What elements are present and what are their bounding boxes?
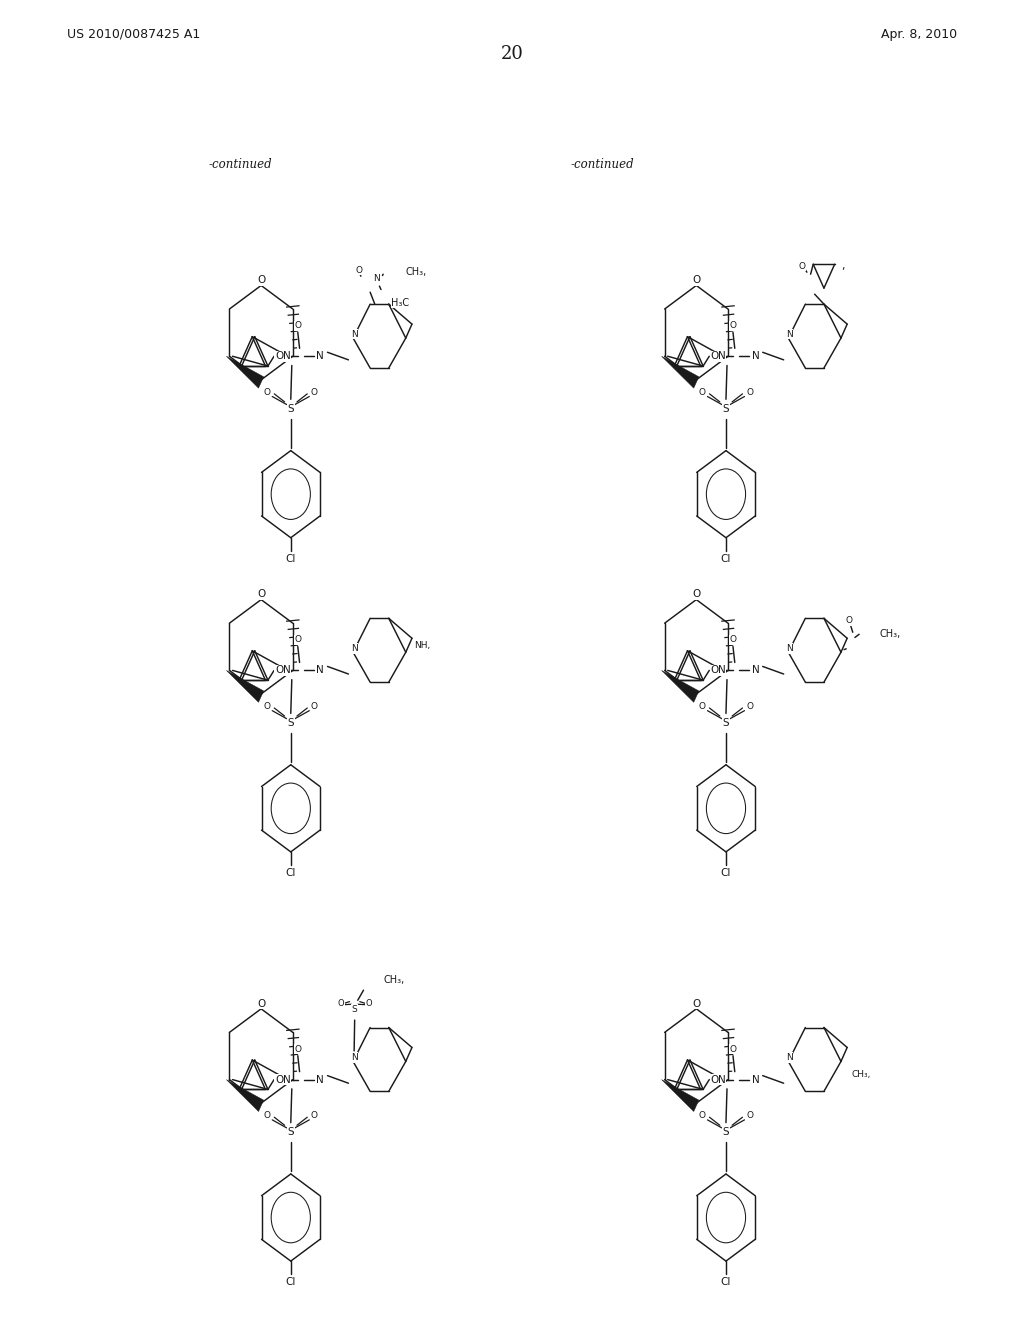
Text: N: N xyxy=(316,351,325,362)
Text: US 2010/0087425 A1: US 2010/0087425 A1 xyxy=(67,28,200,41)
Text: O: O xyxy=(275,665,284,676)
Text: CH₃,: CH₃, xyxy=(851,1071,870,1080)
Text: Cl: Cl xyxy=(721,869,731,878)
Text: N: N xyxy=(283,351,291,362)
Text: -continued: -continued xyxy=(570,158,634,172)
Text: N: N xyxy=(351,1053,357,1063)
Text: O: O xyxy=(698,702,706,711)
Text: O: O xyxy=(263,702,270,711)
Text: ,: , xyxy=(842,260,845,271)
Text: O: O xyxy=(263,388,270,397)
Text: N: N xyxy=(283,665,291,676)
Polygon shape xyxy=(226,671,264,702)
Text: O: O xyxy=(845,616,852,624)
Text: O: O xyxy=(257,275,265,285)
Text: O: O xyxy=(692,589,700,599)
Text: O: O xyxy=(799,261,806,271)
Text: O: O xyxy=(257,589,265,599)
Text: N: N xyxy=(718,1074,726,1085)
Text: N: N xyxy=(351,644,357,653)
Text: O: O xyxy=(294,1044,301,1053)
Text: O: O xyxy=(729,321,736,330)
Text: Cl: Cl xyxy=(721,1278,731,1287)
Polygon shape xyxy=(662,356,699,388)
Text: O: O xyxy=(711,1074,719,1085)
Text: NH,: NH, xyxy=(414,642,430,651)
Text: S: S xyxy=(723,1127,729,1137)
Text: N: N xyxy=(786,644,793,653)
Text: H₃C: H₃C xyxy=(391,298,410,308)
Text: N: N xyxy=(283,1074,291,1085)
Text: CH₃,: CH₃, xyxy=(406,267,427,277)
Text: Cl: Cl xyxy=(286,869,296,878)
Text: O: O xyxy=(311,702,317,711)
Polygon shape xyxy=(226,356,264,388)
Text: N: N xyxy=(718,665,726,676)
Text: O: O xyxy=(746,702,753,711)
Polygon shape xyxy=(662,1080,699,1111)
Text: Cl: Cl xyxy=(286,554,296,564)
Text: O: O xyxy=(692,998,700,1008)
Text: 20: 20 xyxy=(501,45,523,63)
Text: S: S xyxy=(723,718,729,727)
Text: O: O xyxy=(294,635,301,644)
Polygon shape xyxy=(226,1080,264,1111)
Text: O: O xyxy=(338,999,344,1008)
Text: O: O xyxy=(698,1111,706,1121)
Text: N: N xyxy=(316,665,325,676)
Text: O: O xyxy=(311,388,317,397)
Text: O: O xyxy=(746,1111,753,1121)
Polygon shape xyxy=(662,671,699,702)
Text: N: N xyxy=(752,1074,760,1085)
Text: O: O xyxy=(263,1111,270,1121)
Text: S: S xyxy=(288,404,294,413)
Text: O: O xyxy=(275,351,284,362)
Text: CH₃,: CH₃, xyxy=(880,630,901,639)
Text: O: O xyxy=(746,388,753,397)
Text: Apr. 8, 2010: Apr. 8, 2010 xyxy=(882,28,957,41)
Text: N: N xyxy=(718,351,726,362)
Text: O: O xyxy=(366,999,372,1008)
Text: O: O xyxy=(311,1111,317,1121)
Text: N: N xyxy=(752,351,760,362)
Text: N: N xyxy=(786,330,793,339)
Text: Cl: Cl xyxy=(721,554,731,564)
Text: N: N xyxy=(373,273,380,282)
Text: O: O xyxy=(729,1044,736,1053)
Text: O: O xyxy=(275,1074,284,1085)
Text: N: N xyxy=(316,1074,325,1085)
Text: Cl: Cl xyxy=(286,1278,296,1287)
Text: O: O xyxy=(692,275,700,285)
Text: S: S xyxy=(352,1005,357,1014)
Text: S: S xyxy=(288,1127,294,1137)
Text: N: N xyxy=(752,665,760,676)
Text: CH₃,: CH₃, xyxy=(384,974,406,985)
Text: O: O xyxy=(729,635,736,644)
Text: N: N xyxy=(786,1053,793,1063)
Text: S: S xyxy=(288,718,294,727)
Text: O: O xyxy=(294,321,301,330)
Text: -continued: -continued xyxy=(209,158,272,172)
Text: O: O xyxy=(711,665,719,676)
Text: O: O xyxy=(711,351,719,362)
Text: S: S xyxy=(723,404,729,413)
Text: O: O xyxy=(355,265,362,275)
Text: N: N xyxy=(351,330,357,339)
Text: O: O xyxy=(698,388,706,397)
Text: O: O xyxy=(257,998,265,1008)
